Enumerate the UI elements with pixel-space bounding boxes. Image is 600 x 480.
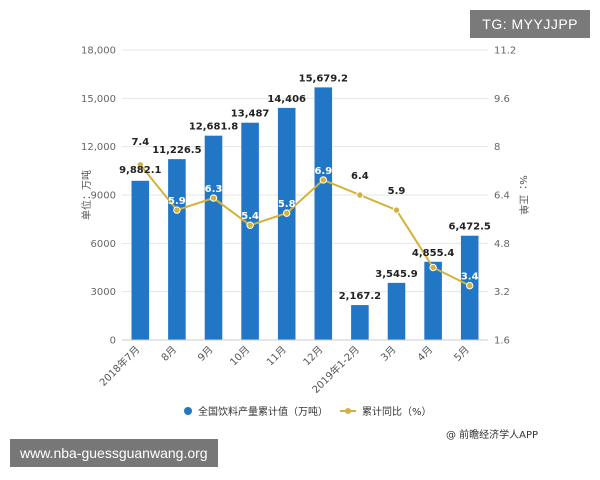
bar-value-label: 13,487 — [231, 109, 270, 120]
x-tick-label: 4月 — [415, 344, 435, 364]
y-axis-title-left: 单位：万吨 — [80, 170, 93, 220]
y-tick-right: 9.6 — [494, 94, 510, 105]
line-value-label: 6.9 — [314, 166, 332, 177]
bar-value-label: 14,406 — [267, 94, 306, 105]
bar — [241, 122, 259, 340]
line-value-label: 6.3 — [205, 184, 223, 195]
y-axis-title-right: %：正单 — [517, 175, 529, 215]
line-value-label: 5.9 — [168, 196, 186, 207]
y-tick-left: 12,000 — [81, 142, 116, 153]
line-point — [429, 263, 437, 272]
line-series — [136, 161, 474, 290]
watermark-tag: TG: MYYJJPP — [470, 10, 590, 38]
line-path — [139, 164, 471, 287]
bar — [277, 107, 296, 340]
line-point — [136, 161, 145, 169]
line-value-label: 5.8 — [278, 199, 296, 210]
bars — [131, 87, 479, 341]
line-point — [319, 176, 327, 184]
bar — [204, 135, 223, 340]
bar-value-label: 11,226.5 — [152, 145, 201, 156]
line-point — [392, 206, 401, 214]
y-tick-right: 4.8 — [494, 239, 510, 250]
line-point — [209, 194, 218, 202]
legend-bar-label: 全国饮料产量累计值（万吨） — [198, 405, 328, 418]
line-value-label: 7.4 — [131, 137, 149, 148]
line-point — [283, 209, 291, 217]
line-point — [173, 206, 181, 214]
x-tick-label: 11月 — [264, 344, 289, 369]
bar-value-label: 2,167.2 — [339, 291, 381, 302]
x-tick-label: 2018年7月 — [97, 343, 143, 389]
x-tick-label: 8月 — [159, 344, 179, 364]
line-value-label: 3.4 — [461, 272, 479, 283]
bar-value-label: 12,681.8 — [189, 122, 238, 133]
y-tick-right: 6.4 — [494, 191, 510, 202]
x-tick-label: 10月 — [228, 344, 253, 369]
bar — [351, 305, 369, 340]
legend-line-dot — [345, 408, 351, 414]
y-tick-left: 18,000 — [81, 46, 116, 57]
y-tick-right: 3.2 — [494, 287, 510, 298]
legend-bar-marker — [184, 407, 192, 415]
x-tick-label: 3月 — [379, 344, 399, 364]
x-tick-label: 12月 — [301, 344, 326, 369]
bar-value-label: 4,855.4 — [412, 248, 454, 259]
y-tick-left: 15,000 — [81, 94, 116, 105]
x-tick-label: 5月 — [452, 344, 472, 364]
x-tick-label: 9月 — [196, 344, 216, 364]
source-credit: @ 前瞻经济学人APP — [446, 430, 539, 441]
legend: 全国饮料产量累计值（万吨） 累计同比（%） — [184, 405, 432, 418]
bar-value-label: 15,679.2 — [299, 73, 348, 84]
data-labels: 9,882.1 11,226.5 12,681.8 13,487 14,406 15,67… — [119, 73, 491, 302]
bar — [424, 261, 442, 340]
y-tick-right: 11.2 — [494, 46, 516, 57]
bar — [131, 180, 150, 340]
legend-line-label: 累计同比（%） — [362, 405, 432, 418]
y-tick-left: 9000 — [91, 191, 116, 202]
bar — [387, 282, 406, 340]
line-point — [466, 281, 474, 290]
bar-value-label: 9,882.1 — [119, 165, 161, 176]
y-tick-right: 8 — [494, 142, 500, 153]
bar — [314, 87, 333, 341]
line-value-label: 5.9 — [388, 186, 406, 197]
bar — [168, 159, 186, 340]
line-value-label: 5.4 — [241, 211, 259, 222]
y-tick-right: 1.6 — [494, 336, 510, 347]
bar-value-label: 3,545.9 — [375, 269, 417, 280]
url-banner[interactable]: www.nba-guessguanwang.org — [10, 439, 218, 467]
y-tick-left: 6000 — [91, 239, 116, 250]
y-tick-left: 3000 — [91, 287, 116, 298]
line-point — [356, 191, 364, 199]
line-value-label: 6.4 — [351, 171, 369, 182]
line-point — [246, 221, 254, 229]
y-tick-left: 0 — [110, 336, 116, 347]
bar-value-label: 6,472.5 — [449, 222, 491, 233]
